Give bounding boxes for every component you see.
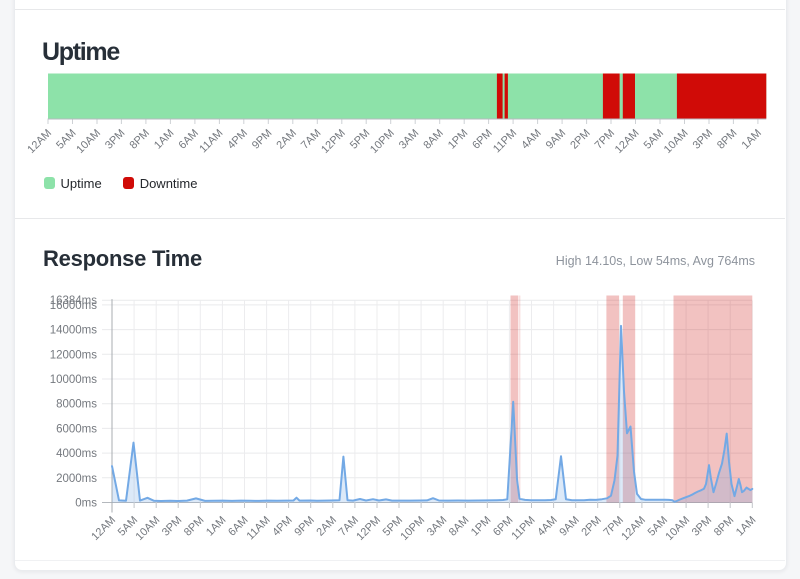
svg-text:4AM: 4AM xyxy=(519,127,543,151)
svg-text:8000ms: 8000ms xyxy=(56,399,97,411)
svg-text:9AM: 9AM xyxy=(557,514,581,538)
svg-text:10AM: 10AM xyxy=(663,514,692,543)
svg-text:1AM: 1AM xyxy=(740,127,764,151)
svg-text:9PM: 9PM xyxy=(250,127,274,151)
svg-text:11AM: 11AM xyxy=(244,514,272,542)
svg-text:8AM: 8AM xyxy=(421,127,445,151)
svg-text:3PM: 3PM xyxy=(690,514,714,538)
svg-text:3PM: 3PM xyxy=(691,127,715,151)
svg-text:1PM: 1PM xyxy=(446,127,470,151)
svg-text:12AM: 12AM xyxy=(25,127,54,156)
svg-text:12PM: 12PM xyxy=(354,514,383,543)
svg-text:12PM: 12PM xyxy=(319,127,348,156)
svg-text:2PM: 2PM xyxy=(568,127,592,151)
svg-text:4PM: 4PM xyxy=(270,514,294,538)
svg-text:16384ms: 16384ms xyxy=(50,295,98,307)
svg-text:3PM: 3PM xyxy=(160,514,184,538)
svg-text:3AM: 3AM xyxy=(397,127,421,151)
svg-text:3PM: 3PM xyxy=(103,127,127,151)
svg-text:10PM: 10PM xyxy=(368,127,397,156)
svg-text:2AM: 2AM xyxy=(274,127,298,151)
svg-text:12AM: 12AM xyxy=(89,514,118,543)
svg-text:12AM: 12AM xyxy=(619,514,648,543)
svg-text:8PM: 8PM xyxy=(128,127,152,151)
svg-text:2PM: 2PM xyxy=(579,514,603,538)
svg-text:8PM: 8PM xyxy=(182,514,206,538)
svg-text:4AM: 4AM xyxy=(535,514,559,538)
svg-text:1AM: 1AM xyxy=(152,127,176,151)
svg-text:14000ms: 14000ms xyxy=(50,325,98,337)
svg-text:11PM: 11PM xyxy=(509,514,537,542)
svg-text:3AM: 3AM xyxy=(425,514,449,538)
svg-text:1AM: 1AM xyxy=(734,514,758,538)
svg-text:1AM: 1AM xyxy=(204,514,228,538)
svg-text:2AM: 2AM xyxy=(314,514,338,538)
svg-text:10AM: 10AM xyxy=(662,127,691,156)
svg-text:10AM: 10AM xyxy=(74,127,103,156)
svg-text:10000ms: 10000ms xyxy=(50,374,98,386)
svg-text:8PM: 8PM xyxy=(712,514,736,538)
svg-text:2000ms: 2000ms xyxy=(56,473,97,485)
svg-text:10AM: 10AM xyxy=(134,514,163,543)
svg-text:0ms: 0ms xyxy=(75,498,97,510)
svg-text:12AM: 12AM xyxy=(613,127,642,156)
svg-text:8PM: 8PM xyxy=(715,127,739,151)
svg-text:16000ms: 16000ms xyxy=(50,300,98,312)
svg-text:11AM: 11AM xyxy=(197,127,225,155)
svg-text:9AM: 9AM xyxy=(544,127,568,151)
svg-text:10PM: 10PM xyxy=(398,514,427,543)
svg-text:4000ms: 4000ms xyxy=(56,448,97,460)
svg-text:8AM: 8AM xyxy=(447,514,471,538)
svg-text:1PM: 1PM xyxy=(469,514,493,538)
svg-text:11PM: 11PM xyxy=(491,127,519,155)
svg-text:9PM: 9PM xyxy=(292,514,316,538)
svg-text:6000ms: 6000ms xyxy=(56,423,97,435)
svg-text:12000ms: 12000ms xyxy=(50,349,98,361)
svg-text:4PM: 4PM xyxy=(225,127,249,151)
